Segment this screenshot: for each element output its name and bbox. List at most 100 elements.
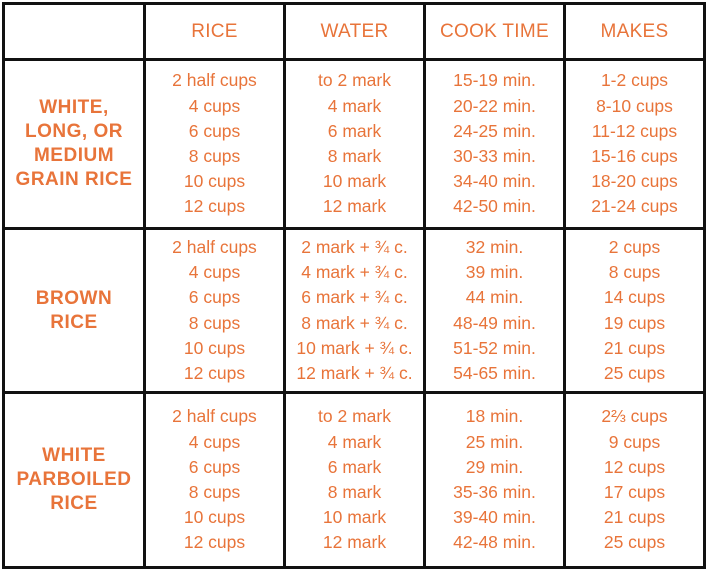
row-label-line: LONG, OR [25,121,123,142]
row-label-white-parboiled-rice: WHITE PARBOILED RICE [2,391,146,569]
rice-amount: 12 cups [183,362,246,383]
row-label-line: BROWN [35,287,113,309]
header-corner [2,2,146,61]
water-amount: 6 mark [327,456,382,477]
rice-amounts-cell: 2 half cups 4 cups 6 cups 8 cups 10 cups… [143,227,286,394]
cook-time: 25 min. [465,431,524,452]
row-label-line: PARBOILED [16,469,132,490]
cook-time: 29 min. [465,456,524,477]
makes-amount: 25 cups [603,532,666,553]
rice-amount: 2 half cups [172,70,257,91]
makes-amount: 2 cups [608,236,661,257]
makes-cell: 2 cups 8 cups 14 cups 19 cups 21 cups 25… [563,227,706,394]
cook-time: 24-25 min. [453,120,536,141]
cook-time-cell: 15-19 min. 20-22 min. 24-25 min. 30-33 m… [423,58,566,230]
row-label-white-long-medium-grain: WHITE, LONG, OR MEDIUM GRAIN RICE [2,58,146,230]
rice-amount: 6 cups [188,287,241,308]
cook-time: 54-65 min. [453,362,536,383]
rice-amount: 12 cups [183,196,246,217]
rice-amount: 8 cups [188,482,241,502]
cook-time: 32 min. [465,236,524,257]
makes-amount: 18-20 cups [591,171,678,192]
cook-time: 18 min. [465,406,524,427]
row-label-line: RICE [50,311,98,333]
water-amount: 12 mark + ¾ c. [296,362,413,383]
table-row-white-parboiled-rice: WHITE PARBOILED RICE 2 half cups 4 cups … [2,391,706,569]
rice-amount: 4 cups [188,95,241,116]
cook-time-cell: 32 min. 39 min. 44 min. 48-49 min. 51-52… [423,227,566,394]
water-amount: 10 mark [322,507,387,528]
water-amount: 6 mark + ¾ c. [301,287,408,308]
rice-amount: 10 cups [183,171,246,192]
row-label-line: RICE [50,493,98,514]
cook-time: 51-52 min. [453,337,536,358]
water-amount: 12 mark [322,532,387,553]
table-row-white-long-medium-grain: WHITE, LONG, OR MEDIUM GRAIN RICE 2 half… [2,58,706,230]
row-label-line: GRAIN RICE [15,169,133,190]
water-amount: 8 mark [327,482,382,502]
makes-amount: 25 cups [603,362,666,383]
water-amount: 2 mark + ¾ c. [301,236,408,257]
water-amounts-cell: 2 mark + ¾ c. 4 mark + ¾ c. 6 mark + ¾ c… [283,227,426,394]
header-water: WATER [283,2,426,61]
cook-time: 48-49 min. [453,312,536,333]
water-amount: 8 mark + ¾ c. [301,312,408,333]
cook-time: 42-50 min. [453,196,536,217]
rice-amount: 2 half cups [172,236,257,257]
cook-time: 35-36 min. [453,482,536,502]
header-rice: RICE [143,2,286,61]
water-amount: to 2 mark [318,406,391,427]
water-amount: 4 mark [327,95,382,116]
water-amount: to 2 mark [318,70,391,91]
water-amount: 4 mark [327,431,382,452]
water-amount: 4 mark + ¾ c. [301,262,408,283]
makes-amount: 1-2 cups [600,70,669,91]
cook-time: 30-33 min. [453,146,536,166]
makes-amount: 17 cups [603,482,666,502]
row-label-line: MEDIUM [33,145,115,166]
makes-amount: 8-10 cups [596,95,673,116]
cook-time: 34-40 min. [453,171,536,192]
water-amount: 10 mark [322,171,387,192]
makes-amount: 11-12 cups [591,120,678,141]
rice-amount: 10 cups [183,507,246,528]
water-amount: 6 mark [327,120,382,141]
rice-amounts-cell: 2 half cups 4 cups 6 cups 8 cups 10 cups… [143,391,286,569]
header-cook-time: COOK TIME [423,2,566,61]
makes-amount: 2⅔ cups [601,406,668,427]
makes-amount: 19 cups [603,312,666,333]
water-amounts-cell: to 2 mark 4 mark 6 mark 8 mark 10 mark 1… [283,58,426,230]
makes-amount: 21 cups [603,507,666,528]
rice-amount: 8 cups [188,146,241,166]
row-label-line: WHITE [42,445,106,466]
cook-time: 39-40 min. [453,507,536,528]
water-amount: 8 mark [327,146,382,166]
rice-amounts-cell: 2 half cups 4 cups 6 cups 8 cups 10 cups… [143,58,286,230]
cook-time: 39 min. [465,262,524,283]
makes-amount: 21-24 cups [591,196,678,217]
table-row-brown-rice: BROWN RICE 2 half cups 4 cups 6 cups 8 c… [2,227,706,394]
makes-amount: 21 cups [603,337,666,358]
cook-time-cell: 18 min. 25 min. 29 min. 35-36 min. 39-40… [423,391,566,569]
cook-time: 20-22 min. [453,95,536,116]
cook-time: 15-19 min. [453,70,536,91]
cook-time: 42-48 min. [453,532,536,553]
rice-amount: 6 cups [188,456,241,477]
water-amounts-cell: to 2 mark 4 mark 6 mark 8 mark 10 mark 1… [283,391,426,569]
rice-amount: 10 cups [183,337,246,358]
cook-time: 44 min. [465,287,524,308]
rice-amount: 4 cups [188,431,241,452]
makes-amount: 15-16 cups [591,146,678,166]
header-row: RICE WATER COOK TIME MAKES [2,2,706,61]
rice-amount: 2 half cups [172,406,257,427]
makes-amount: 14 cups [603,287,666,308]
makes-amount: 9 cups [608,431,661,452]
rice-amount: 12 cups [183,532,246,553]
makes-cell: 1-2 cups 8-10 cups 11-12 cups 15-16 cups… [563,58,706,230]
rice-amount: 8 cups [188,312,241,333]
row-label-brown-rice: BROWN RICE [2,227,146,394]
makes-amount: 12 cups [603,456,666,477]
header-makes: MAKES [563,2,706,61]
